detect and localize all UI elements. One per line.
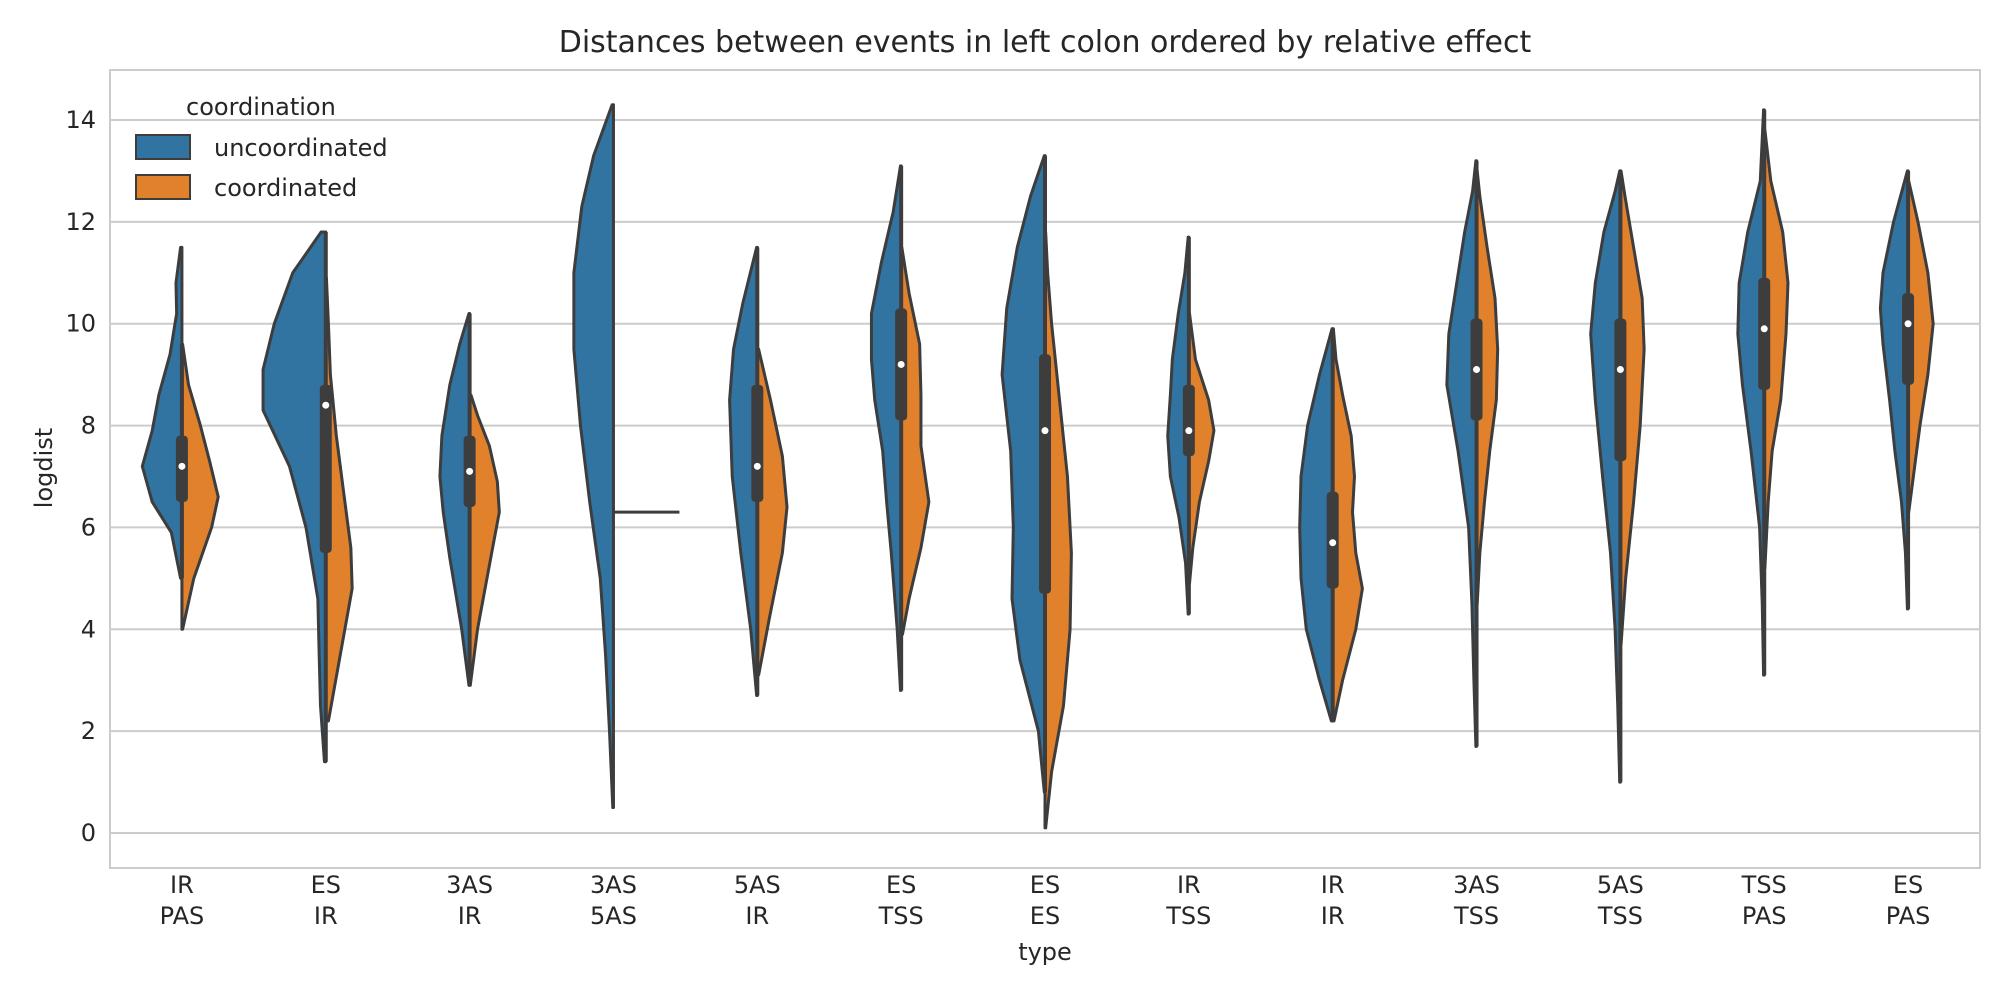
- x-tick-bottom-7: TSS: [1165, 902, 1211, 930]
- x-tick-top-1: ES: [311, 871, 341, 899]
- x-tick-top-5: ES: [886, 871, 916, 899]
- median-dot: [1616, 366, 1624, 374]
- x-tick-top-9: 3AS: [1453, 871, 1500, 899]
- iqr-box: [1902, 293, 1915, 385]
- x-tick-top-12: ES: [1893, 871, 1923, 899]
- legend: coordination uncoordinated coordinated: [135, 93, 388, 202]
- x-tick-top-3: 3AS: [590, 871, 637, 899]
- legend-swatch-uncoordinated: [135, 134, 191, 160]
- x-tick-top-10: 5AS: [1597, 871, 1644, 899]
- x-tick-top-7: IR: [1177, 871, 1201, 899]
- iqr-box: [751, 384, 764, 502]
- x-tick-bottom-9: TSS: [1453, 902, 1499, 930]
- y-tick-14: 14: [65, 106, 96, 134]
- median-dot: [178, 462, 186, 470]
- median-dot: [753, 462, 761, 470]
- iqr-box: [1182, 384, 1195, 457]
- violins: [140, 103, 1935, 830]
- violin-3as-5as-3: [572, 103, 680, 810]
- x-tick-bottom-6: ES: [1030, 902, 1060, 930]
- violin-tss-pas-11: [1736, 108, 1790, 677]
- violin-ir-pas-0: [140, 245, 220, 631]
- legend-swatch-coordinated: [135, 174, 191, 200]
- median-dot: [1185, 427, 1193, 435]
- y-axis-label: logdist: [30, 428, 58, 508]
- x-tick-bottom-3: 5AS: [590, 902, 637, 930]
- x-tick-labels: IR PAS ES IR 3AS IR 3AS 5AS 5AS IR ES TSS ES ES IR TSS I…: [160, 871, 1931, 930]
- violin-half-uncoordinated: [261, 230, 328, 764]
- violin-es-pas-12: [1878, 169, 1935, 611]
- x-tick-bottom-12: PAS: [1886, 902, 1931, 930]
- violin-half-uncoordinated: [140, 245, 184, 580]
- violin-ir-ir-8: [1298, 327, 1364, 723]
- x-tick-top-6: ES: [1030, 871, 1060, 899]
- violin-es-ir-1: [261, 230, 354, 764]
- x-tick-bottom-0: PAS: [160, 902, 205, 930]
- iqr-box: [1758, 277, 1771, 390]
- x-tick-bottom-8: IR: [1321, 902, 1345, 930]
- x-tick-top-11: TSS: [1741, 871, 1787, 899]
- median-dot: [1473, 366, 1481, 374]
- y-tick-2: 2: [81, 717, 96, 745]
- y-tick-4: 4: [81, 615, 96, 643]
- y-tick-6: 6: [81, 513, 96, 541]
- violin-3as-ir-2: [438, 312, 501, 687]
- x-tick-top-0: IR: [170, 871, 194, 899]
- x-tick-bottom-1: IR: [314, 902, 338, 930]
- legend-title: coordination: [186, 93, 336, 121]
- x-tick-bottom-2: IR: [458, 902, 482, 930]
- median-dot: [1760, 325, 1768, 333]
- x-tick-bottom-11: PAS: [1742, 902, 1787, 930]
- x-tick-bottom-10: TSS: [1597, 902, 1643, 930]
- violin-5as-ir-4: [728, 245, 789, 697]
- violin-half-uncoordinated: [1000, 154, 1047, 794]
- median-dot: [466, 467, 474, 475]
- violin-3as-tss-9: [1445, 159, 1500, 748]
- y-tick-labels: 0 2 4 6 8 10 12 14: [65, 106, 96, 847]
- x-tick-top-2: 3AS: [446, 871, 493, 899]
- median-dot: [322, 401, 330, 409]
- median-dot: [1329, 539, 1337, 547]
- x-tick-bottom-4: IR: [745, 902, 769, 930]
- y-tick-8: 8: [81, 412, 96, 440]
- violin-half-uncoordinated: [572, 103, 615, 810]
- iqr-box: [1039, 354, 1051, 594]
- x-axis-label: type: [1018, 938, 1072, 966]
- x-tick-top-4: 5AS: [734, 871, 781, 899]
- chart-title: Distances between events in left colon o…: [559, 25, 1532, 60]
- median-dot: [1041, 427, 1049, 435]
- violin-5as-tss-10: [1589, 169, 1646, 784]
- y-tick-10: 10: [65, 310, 96, 338]
- median-dot: [897, 360, 905, 368]
- legend-label-uncoordinated: uncoordinated: [214, 134, 388, 162]
- violin-es-tss-5: [869, 164, 931, 692]
- x-tick-top-8: IR: [1321, 871, 1345, 899]
- y-tick-12: 12: [65, 208, 96, 236]
- y-tick-0: 0: [81, 819, 96, 847]
- iqr-box: [1614, 318, 1627, 462]
- legend-label-coordinated: coordinated: [214, 174, 357, 202]
- iqr-box: [319, 384, 332, 553]
- violin-ir-tss-7: [1166, 235, 1216, 616]
- x-tick-bottom-5: TSS: [878, 902, 924, 930]
- violin-es-es-6: [1000, 154, 1073, 830]
- plot-frame: [109, 69, 1981, 869]
- median-dot: [1904, 320, 1912, 328]
- violin-half-uncoordinated: [728, 245, 759, 697]
